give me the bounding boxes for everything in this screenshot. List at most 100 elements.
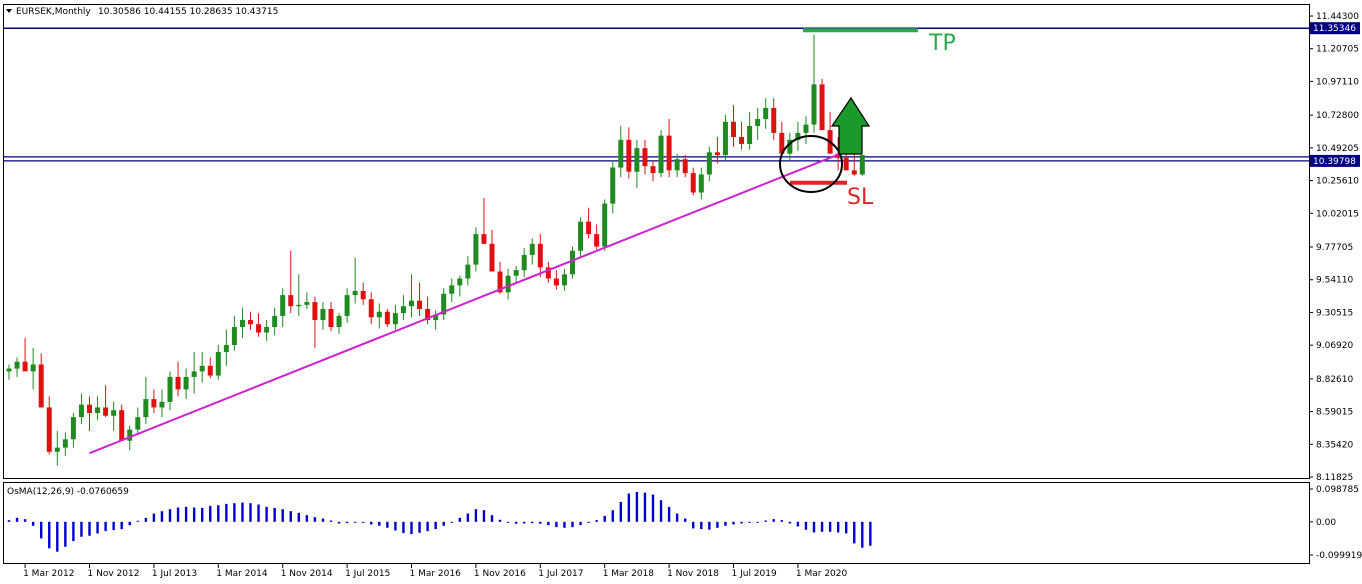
time-tick-label: 1 Mar 2012 — [23, 569, 74, 579]
candle-body — [151, 399, 157, 408]
osma-bar — [217, 505, 220, 522]
osma-bar — [571, 521, 574, 528]
osma-histogram — [7, 491, 872, 552]
osma-bar — [410, 521, 413, 535]
candle-body — [481, 234, 487, 244]
osma-bar — [450, 521, 453, 523]
candle-body — [248, 320, 253, 325]
price-tick-label: 8.82610 — [1316, 375, 1353, 385]
osma-bar — [820, 521, 824, 532]
candle-body — [843, 157, 849, 171]
candle-body — [553, 278, 559, 286]
candle-body — [103, 407, 109, 416]
candle-body — [183, 376, 189, 390]
osma-bar — [764, 520, 767, 522]
osma-bar — [531, 521, 534, 524]
osma-bar — [136, 520, 139, 522]
candle-body — [328, 308, 334, 328]
trade-annotations — [89, 28, 918, 455]
osma-tick-label: 0.098785 — [1316, 485, 1359, 495]
osma-tick-label: -0.0999198 — [1316, 551, 1362, 561]
candle-body — [859, 155, 865, 175]
price-tick-label: 11.44300 — [1316, 12, 1359, 22]
candle-body — [384, 311, 390, 325]
osma-bar — [337, 521, 341, 524]
time-tick-label: 1 Nov 2016 — [474, 569, 526, 579]
osma-bar — [595, 520, 598, 522]
osma-bar — [772, 519, 775, 522]
osma-bar — [724, 521, 727, 526]
osma-bar — [828, 521, 832, 532]
osma-bar — [192, 507, 196, 522]
osma-bar — [861, 521, 864, 548]
price-tick-label: 8.35420 — [1316, 440, 1353, 450]
osma-bar — [490, 515, 494, 522]
osma-label: OsMA(12,26,9) -0.0760659 — [7, 487, 129, 497]
candle-body — [127, 429, 133, 441]
osma-bar — [394, 521, 397, 531]
osma-bar — [15, 517, 19, 522]
osma-bar — [281, 509, 284, 522]
candle-body — [239, 320, 245, 328]
osma-bar — [627, 493, 631, 522]
osma-bar — [273, 507, 276, 522]
price-tick-label: 9.30515 — [1316, 308, 1353, 318]
candle-body — [561, 274, 567, 286]
candle-body — [634, 148, 640, 172]
candle-body — [626, 139, 632, 172]
candle-body — [489, 243, 495, 272]
time-tick-label: 1 Mar 2020 — [796, 569, 848, 579]
candle-body — [835, 153, 841, 158]
candle-body — [666, 135, 672, 171]
osma-bar — [370, 521, 373, 525]
candle-body — [119, 410, 125, 441]
osma-bar — [869, 521, 872, 546]
candle-body — [497, 271, 503, 293]
candle-body — [38, 364, 44, 408]
osma-bar — [80, 521, 83, 537]
candle-body — [811, 84, 817, 125]
osma-bar — [225, 503, 228, 522]
osma-bar — [362, 521, 365, 523]
osma-bar — [474, 509, 478, 522]
candle-body — [425, 308, 431, 321]
symbol-dropdown-icon[interactable] — [6, 9, 12, 13]
candle-body — [135, 417, 141, 430]
osma-bar — [796, 521, 800, 527]
osma-bar — [667, 506, 671, 522]
osma-bar — [482, 510, 486, 522]
candle-body — [457, 278, 463, 286]
osma-bar — [579, 521, 582, 526]
indicator-panel-frame — [3, 482, 1310, 564]
candle-body — [674, 159, 680, 171]
candle-body — [650, 166, 656, 174]
candle-body — [851, 170, 857, 175]
candle-body — [658, 135, 664, 174]
price-tag-lower — [1310, 154, 1360, 167]
osma-bar — [651, 494, 655, 522]
candle-body — [819, 84, 825, 131]
osma-bar — [378, 521, 381, 526]
candle-body — [143, 399, 149, 418]
candle-body — [763, 107, 769, 120]
candle-body — [207, 365, 213, 376]
osma-bar — [555, 521, 558, 528]
osma-bar — [756, 521, 759, 523]
candle-body — [433, 314, 439, 321]
candle-body — [111, 410, 117, 416]
horizontal-levels — [4, 27, 1309, 162]
osma-bar — [635, 491, 639, 522]
osma-bar — [72, 521, 75, 542]
osma-bar — [426, 521, 429, 532]
candle-body — [256, 324, 262, 333]
candle-body — [159, 401, 165, 408]
osma-bar — [353, 521, 357, 523]
price-axis: 11.44300 11.20705 10.97110 10.72800 10.49205… — [1309, 12, 1359, 483]
candle-body — [795, 132, 801, 140]
price-tick-label: 9.06920 — [1316, 341, 1353, 351]
candle-body — [376, 311, 382, 318]
osma-bar — [740, 521, 743, 524]
candle-body — [344, 295, 350, 316]
osma-bar — [732, 521, 735, 525]
osma-tick-label: 0.00 — [1316, 518, 1336, 528]
